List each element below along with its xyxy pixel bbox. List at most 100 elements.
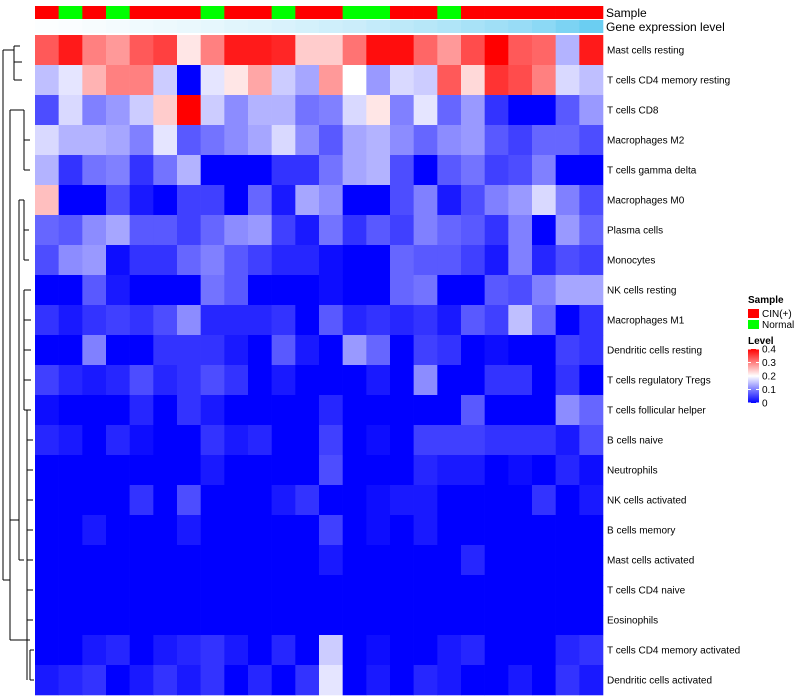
heatmap-cell: [532, 365, 556, 396]
heatmap-cell: [82, 185, 107, 216]
heatmap-cell: [295, 605, 320, 636]
heatmap-cell: [177, 65, 201, 96]
heatmap-cell: [248, 35, 272, 66]
heatmap-cell: [271, 545, 296, 576]
heatmap-cell: [461, 305, 485, 336]
heatmap-cell: [413, 155, 438, 186]
heatmap-cell: [484, 305, 509, 336]
heatmap-cell: [35, 65, 59, 96]
heatmap-cell: [58, 125, 83, 156]
heatmap-cell: [319, 185, 343, 216]
heatmap-cell: [35, 305, 59, 336]
heatmap-cell: [295, 395, 320, 426]
heatmap-cell: [177, 545, 201, 576]
heatmap-cell: [319, 35, 343, 66]
heatmap-cell: [129, 575, 154, 606]
expression-cell: [508, 20, 533, 33]
heatmap-cell: [224, 335, 249, 366]
heatmap-cell: [129, 215, 154, 246]
heatmap-cell: [366, 95, 391, 126]
heatmap-cell: [295, 155, 320, 186]
heatmap-cell: [390, 125, 414, 156]
heatmap-cell: [153, 575, 178, 606]
heatmap-cell: [390, 455, 414, 486]
heatmap-cell: [366, 395, 391, 426]
heatmap-cell: [413, 275, 438, 306]
heatmap-cell: [200, 215, 225, 246]
heatmap-cell: [153, 155, 178, 186]
heatmap-cell: [177, 515, 201, 546]
heatmap-cell: [129, 125, 154, 156]
heatmap-cell: [342, 545, 367, 576]
heatmap-cell: [177, 575, 201, 606]
heatmap-cell: [106, 275, 130, 306]
heatmap-cell: [390, 335, 414, 366]
heatmap-cell: [413, 425, 438, 456]
heatmap-cell: [319, 275, 343, 306]
expression-cell: [390, 20, 414, 33]
heatmap-cell: [224, 635, 249, 666]
heatmap-cell: [177, 155, 201, 186]
heatmap-cell: [390, 35, 414, 66]
heatmap-cell: [532, 215, 556, 246]
heatmap-cell: [82, 65, 107, 96]
heatmap-cell: [461, 605, 485, 636]
heatmap-cell: [461, 215, 485, 246]
heatmap-cell: [177, 395, 201, 426]
heatmap-cell: [224, 605, 249, 636]
heatmap-cell: [555, 245, 580, 276]
heatmap-cell: [295, 125, 320, 156]
heatmap-cell: [153, 395, 178, 426]
heatmap-cell: [224, 95, 249, 126]
heatmap-cell: [271, 605, 296, 636]
row-label: B cells naive: [607, 436, 664, 447]
heatmap-cell: [224, 125, 249, 156]
heatmap-cell: [295, 185, 320, 216]
row-label: Eosinophils: [607, 616, 658, 627]
heatmap-cell: [484, 395, 509, 426]
heatmap-cell: [390, 635, 414, 666]
heatmap-cell: [508, 35, 533, 66]
heatmap-cell: [555, 425, 580, 456]
heatmap-cell: [153, 215, 178, 246]
heatmap-cell: [532, 155, 556, 186]
heatmap-cell: [271, 635, 296, 666]
heatmap-cell: [437, 455, 462, 486]
heatmap-cell: [390, 425, 414, 456]
heatmap-cell: [295, 275, 320, 306]
heatmap-cell: [413, 215, 438, 246]
heatmap-cell: [532, 635, 556, 666]
heatmap-cell: [342, 95, 367, 126]
heatmap-cell: [295, 365, 320, 396]
heatmap-cell: [129, 545, 154, 576]
heatmap-cell: [200, 515, 225, 546]
heatmap-cell: [579, 515, 604, 546]
heatmap-cell: [106, 665, 130, 696]
heatmap-cell: [484, 425, 509, 456]
heatmap-cell: [82, 275, 107, 306]
heatmap-cell: [153, 485, 178, 516]
heatmap-cell: [58, 335, 83, 366]
heatmap-cell: [224, 575, 249, 606]
heatmap-cell: [390, 275, 414, 306]
heatmap-cell: [437, 395, 462, 426]
heatmap-cell: [342, 245, 367, 276]
heatmap-cell: [271, 35, 296, 66]
heatmap-cell: [295, 545, 320, 576]
heatmap-cell: [390, 245, 414, 276]
heatmap-cell: [106, 125, 130, 156]
heatmap-cell: [366, 125, 391, 156]
expression-cell: [437, 20, 462, 33]
heatmap-cell: [106, 305, 130, 336]
heatmap-cell: [82, 485, 107, 516]
heatmap-cell: [153, 35, 178, 66]
row-label: T cells follicular helper: [607, 406, 706, 417]
heatmap-cell: [319, 245, 343, 276]
heatmap-cell: [224, 155, 249, 186]
heatmap-cell: [271, 485, 296, 516]
heatmap-cell: [295, 65, 320, 96]
heatmap-cell: [153, 635, 178, 666]
heatmap-cell: [295, 575, 320, 606]
heatmap-cell: [319, 425, 343, 456]
